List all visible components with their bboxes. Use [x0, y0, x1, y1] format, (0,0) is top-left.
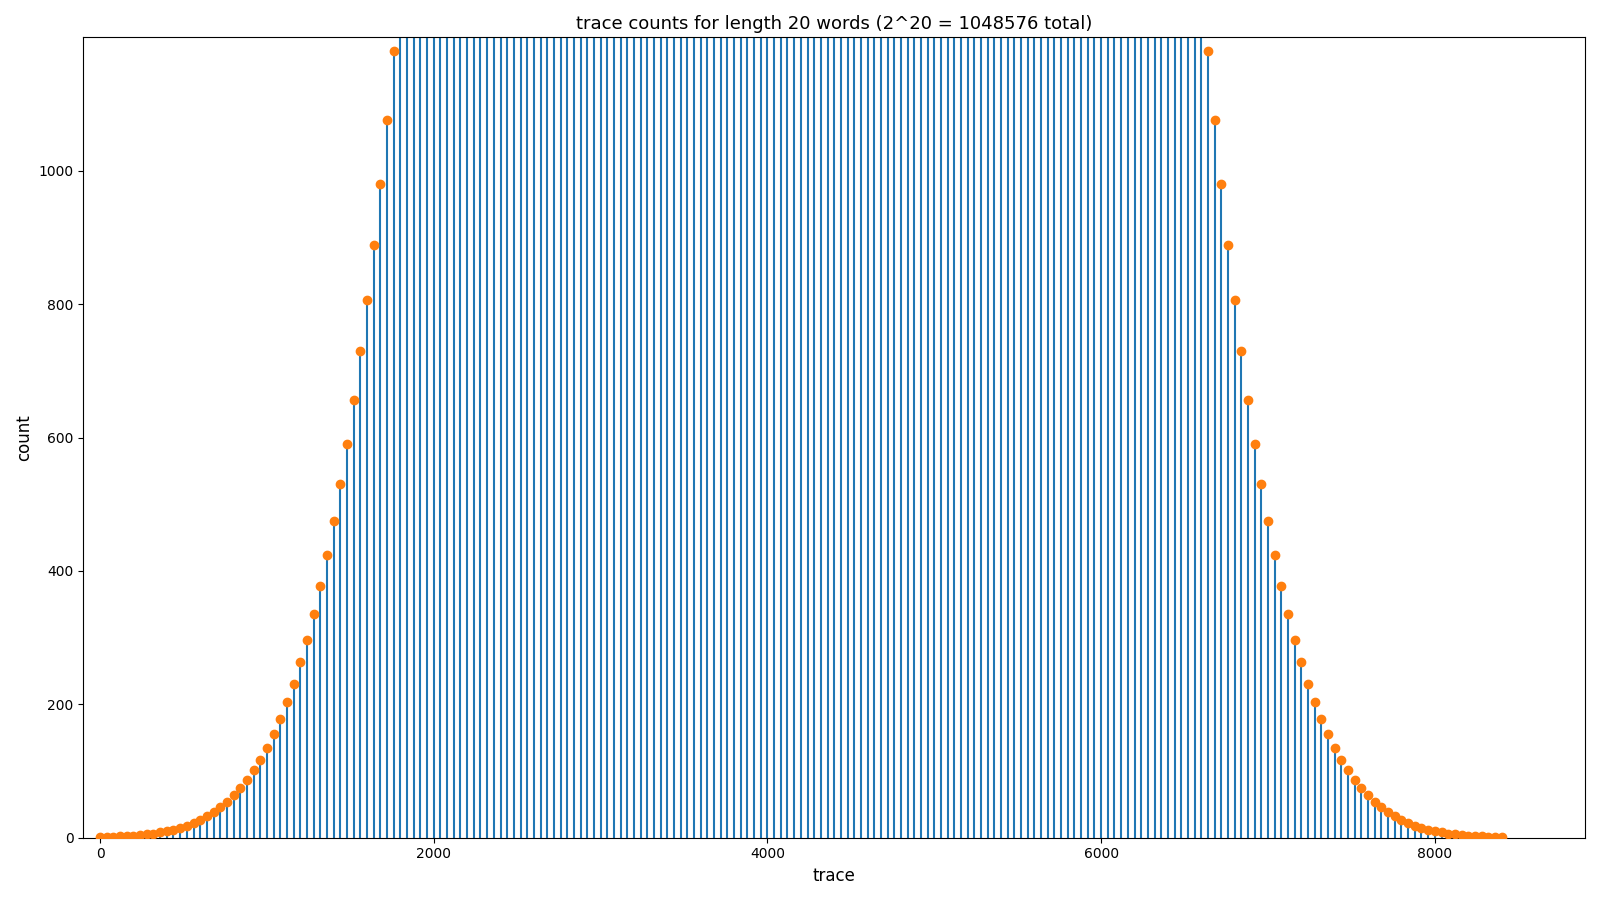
Point — [208, 800, 234, 814]
Point — [1202, 112, 1227, 127]
Point — [1408, 821, 1434, 835]
Point — [1435, 826, 1461, 841]
Point — [1422, 824, 1448, 838]
Point — [1222, 292, 1248, 307]
Point — [341, 392, 366, 407]
Point — [1229, 345, 1254, 359]
Point — [1302, 695, 1328, 709]
Point — [307, 579, 333, 593]
Title: trace counts for length 20 words (2^20 = 1048576 total): trace counts for length 20 words (2^20 =… — [576, 15, 1093, 33]
Point — [1328, 752, 1354, 767]
Point — [381, 43, 406, 58]
Point — [1342, 772, 1368, 787]
Point — [1195, 43, 1221, 58]
Point — [1376, 806, 1402, 820]
Point — [227, 780, 253, 795]
Point — [240, 763, 266, 778]
Point — [134, 827, 160, 842]
Point — [94, 830, 120, 844]
Point — [1442, 827, 1467, 842]
Point — [267, 712, 293, 726]
Point — [101, 830, 126, 844]
Point — [1389, 813, 1414, 827]
Point — [1482, 830, 1507, 844]
Point — [334, 436, 360, 451]
Point — [1355, 788, 1381, 802]
Point — [1429, 825, 1454, 840]
Point — [221, 788, 246, 802]
Point — [261, 727, 286, 742]
Point — [368, 177, 394, 192]
Y-axis label: count: count — [14, 414, 34, 461]
Point — [160, 823, 186, 837]
Point — [1235, 392, 1261, 407]
Point — [1395, 815, 1421, 830]
Point — [274, 695, 299, 709]
Point — [248, 752, 274, 767]
Point — [1208, 177, 1234, 192]
Point — [1288, 655, 1314, 670]
Point — [107, 829, 133, 843]
Point — [1248, 476, 1274, 491]
Point — [1475, 830, 1501, 844]
Point — [1336, 763, 1362, 778]
Point — [1456, 829, 1482, 843]
Point — [347, 345, 373, 359]
Point — [1362, 795, 1387, 809]
Point — [1275, 608, 1301, 622]
Point — [374, 112, 400, 127]
Point — [1296, 677, 1322, 691]
Point — [154, 824, 179, 838]
Point — [1269, 579, 1294, 593]
Point — [362, 238, 387, 252]
Point — [1214, 238, 1240, 252]
Point — [1315, 727, 1341, 742]
Point — [194, 809, 219, 824]
Point — [1254, 514, 1280, 528]
Point — [120, 829, 146, 843]
Point — [114, 829, 139, 843]
Point — [88, 830, 114, 844]
Point — [147, 825, 173, 840]
Point — [1349, 780, 1374, 795]
Point — [1242, 436, 1267, 451]
Point — [1488, 830, 1514, 844]
Point — [128, 828, 154, 842]
Point — [294, 633, 320, 647]
Point — [181, 815, 206, 830]
Point — [354, 292, 379, 307]
Point — [288, 655, 314, 670]
Point — [174, 818, 200, 832]
Point — [200, 806, 226, 820]
X-axis label: trace: trace — [813, 867, 856, 885]
Point — [214, 795, 240, 809]
Point — [1402, 818, 1427, 832]
Point — [1448, 828, 1474, 842]
Point — [187, 813, 213, 827]
Point — [1262, 548, 1288, 562]
Point — [282, 677, 307, 691]
Point — [168, 821, 194, 835]
Point — [301, 608, 326, 622]
Point — [1462, 829, 1488, 843]
Point — [1309, 712, 1334, 726]
Point — [141, 826, 166, 841]
Point — [234, 772, 259, 787]
Point — [322, 514, 347, 528]
Point — [254, 741, 280, 755]
Point — [1469, 829, 1494, 843]
Point — [1282, 633, 1307, 647]
Point — [1368, 800, 1394, 814]
Point — [328, 476, 354, 491]
Point — [314, 548, 339, 562]
Point — [1322, 741, 1347, 755]
Point — [1382, 809, 1408, 824]
Point — [1416, 823, 1442, 837]
